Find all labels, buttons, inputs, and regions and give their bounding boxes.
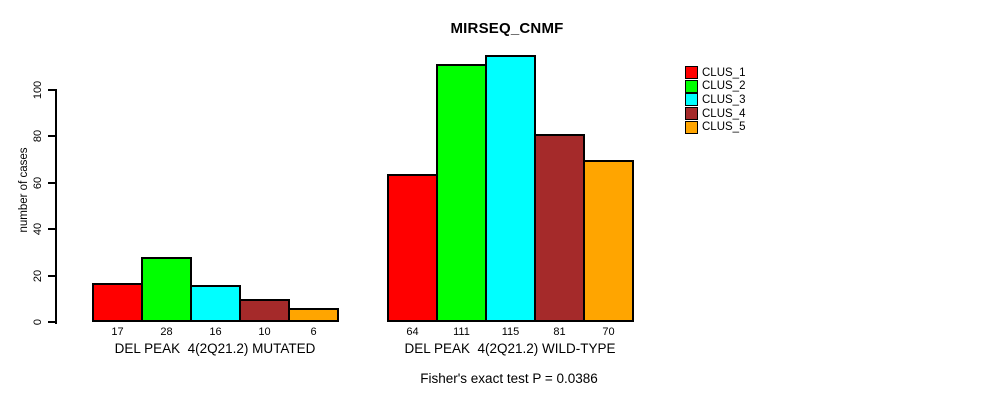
legend-label: CLUS_2	[702, 80, 746, 93]
y-tick-mark	[48, 275, 56, 277]
bar-clus_5-group1	[583, 160, 634, 322]
bar-value-label: 16	[209, 326, 222, 338]
y-axis-label: number of cases	[18, 147, 30, 233]
legend-entry-clus_2: CLUS_2	[685, 79, 746, 94]
bar-clus_1-group0	[92, 283, 143, 322]
y-tick-label: 40	[32, 222, 44, 236]
y-tick-mark	[48, 182, 56, 184]
legend-label: CLUS_3	[702, 93, 746, 106]
chart-title: MIRSEQ_CNMF	[450, 20, 564, 37]
bar-clus_2-group0	[141, 257, 192, 322]
legend-entry-clus_1: CLUS_1	[685, 66, 745, 80]
bar-value-label: 70	[602, 326, 615, 338]
y-tick-mark	[48, 228, 56, 230]
bar-value-label: 10	[258, 326, 271, 338]
x-group-label-mutated: DEL PEAK 4(2Q21.2) MUTATED	[114, 341, 316, 356]
bar-value-label: 28	[160, 326, 173, 338]
x-group-label-wildtype: DEL PEAK 4(2Q21.2) WILD-TYPE	[404, 341, 616, 356]
legend-swatch	[685, 120, 698, 134]
y-tick-label: 80	[32, 129, 44, 143]
legend-swatch	[685, 66, 698, 80]
bar-value-label: 64	[406, 326, 419, 338]
y-tick-mark	[48, 89, 56, 91]
fisher-test-caption: Fisher's exact test P = 0.0386	[420, 371, 598, 386]
legend-entry-clus_5: CLUS_5	[685, 120, 745, 134]
y-tick-mark	[48, 135, 56, 137]
legend-entry-clus_4: CLUS_4	[685, 107, 745, 121]
y-tick-label: 100	[32, 80, 44, 100]
bar-value-label: 17	[111, 326, 124, 338]
bar-value-label: 115	[501, 326, 520, 338]
legend-swatch	[685, 107, 698, 121]
bar-value-label: 111	[453, 326, 470, 338]
bar-clus_3-group0	[190, 285, 241, 322]
bar-clus_3-group1	[485, 55, 536, 322]
y-axis-line	[55, 89, 57, 324]
bar-clus_1-group1	[387, 174, 438, 322]
legend: CLUS_1 CLUS_2 CLUS_3 CLUS_4 CLUS_5	[685, 66, 745, 134]
legend-entry-clus_3: CLUS_3	[685, 93, 745, 107]
bar-clus_4-group1	[534, 134, 585, 322]
bar-clus_2-group1	[436, 64, 487, 322]
bar-clus_4-group0	[239, 299, 290, 322]
bar-value-label: 81	[553, 326, 566, 338]
bar-clus_5-group0	[288, 308, 339, 322]
y-tick-label: 60	[32, 176, 44, 190]
legend-label: CLUS_4	[702, 107, 746, 120]
y-tick-mark	[48, 321, 56, 323]
legend-label: CLUS_5	[702, 121, 746, 134]
y-tick-label: 20	[32, 269, 44, 283]
y-tick-label: 0	[32, 318, 44, 326]
bar-value-label: 6	[310, 326, 317, 338]
legend-label: CLUS_1	[702, 66, 746, 79]
legend-swatch	[685, 93, 698, 107]
legend-swatch	[685, 79, 698, 93]
